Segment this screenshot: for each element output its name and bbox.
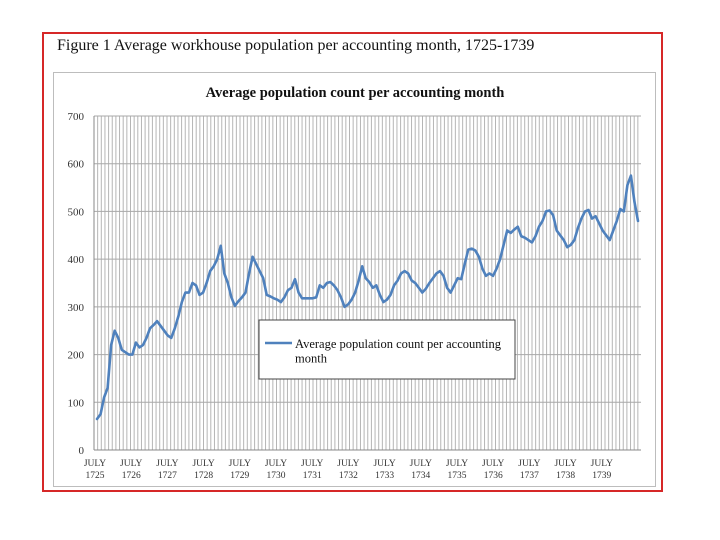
y-tick-label: 100 [68, 397, 85, 409]
y-tick-label: 500 [68, 206, 85, 218]
x-tick-year: 1726 [122, 471, 141, 481]
figure-frame: Figure 1 Average workhouse population pe… [42, 32, 663, 492]
x-tick-year: 1730 [267, 471, 286, 481]
x-tick-month: JULY [156, 459, 178, 469]
x-tick-year: 1728 [194, 471, 213, 481]
x-tick-month: JULY [301, 459, 323, 469]
x-tick-month: JULY [446, 459, 468, 469]
x-tick-month: JULY [265, 459, 287, 469]
legend-label: Average population count per accounting … [295, 337, 504, 366]
y-tick-label: 400 [68, 254, 85, 266]
x-axis-ticks: JULY 1725 JULY 1726 JULY 1727 JULY 1728 JULY 1729… [84, 459, 613, 481]
x-tick-month: JULY [410, 459, 432, 469]
vertical-gridlines [97, 116, 639, 450]
x-tick-year: 1731 [303, 471, 322, 481]
legend-box [258, 319, 516, 380]
x-tick-month: JULY [591, 459, 613, 469]
x-tick-month: JULY [482, 459, 504, 469]
x-tick-month: JULY [229, 459, 251, 469]
x-tick-year: 1737 [520, 471, 539, 481]
chart-title: Average population count per accounting … [206, 85, 505, 101]
x-tick-month: JULY [84, 459, 106, 469]
y-axis-ticks: 0 100 200 300 400 500 600 700 [68, 111, 85, 457]
x-tick-year: 1732 [339, 471, 358, 481]
x-tick-month: JULY [192, 459, 214, 469]
series-line-population [95, 174, 640, 421]
x-tick-year: 1729 [230, 471, 249, 481]
x-tick-year: 1734 [411, 471, 430, 481]
x-tick-month: JULY [337, 459, 359, 469]
x-tick-year: 1738 [556, 471, 575, 481]
x-tick-year: 1733 [375, 471, 394, 481]
x-tick-month: JULY [554, 459, 576, 469]
y-tick-label: 200 [68, 350, 85, 362]
chart-area: 0 100 200 300 400 500 600 700 JULY 1725 JULY 1726 J… [53, 72, 656, 487]
x-tick-month: JULY [120, 459, 142, 469]
y-tick-label: 0 [79, 445, 85, 457]
y-tick-label: 600 [68, 159, 85, 171]
x-tick-year: 1727 [158, 471, 177, 481]
figure-title: Figure 1 Average workhouse population pe… [57, 37, 535, 54]
y-tick-label: 700 [68, 111, 85, 123]
x-tick-month: JULY [518, 459, 540, 469]
legend: Average population count per accounting … [258, 319, 516, 380]
x-tick-year: 1736 [484, 471, 503, 481]
x-tick-year: 1735 [448, 471, 467, 481]
x-tick-year: 1725 [86, 471, 105, 481]
y-tick-label: 300 [68, 302, 85, 314]
x-tick-year: 1739 [592, 471, 611, 481]
x-tick-month: JULY [373, 459, 395, 469]
